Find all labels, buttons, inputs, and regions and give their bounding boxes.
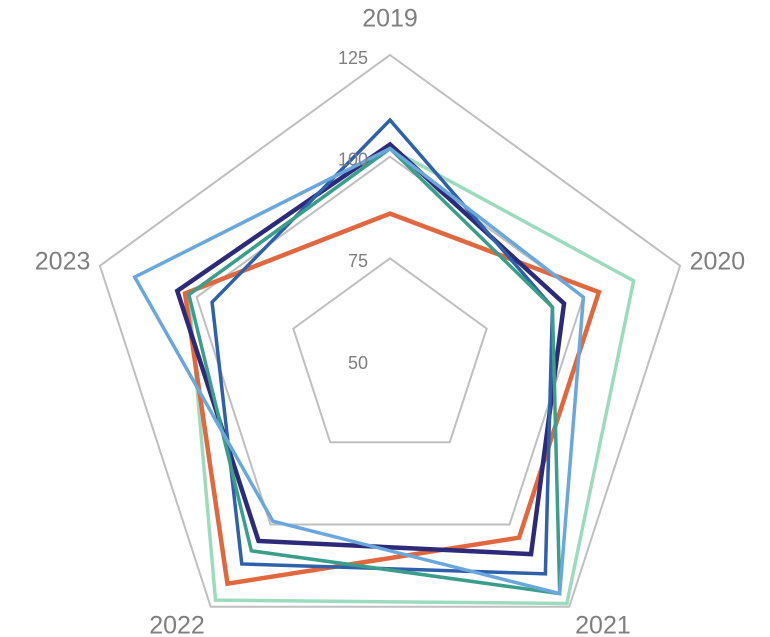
category-label: 2019 xyxy=(362,5,418,33)
grid-ring xyxy=(292,257,488,444)
r-tick-label: 75 xyxy=(348,251,368,271)
grid-ring xyxy=(98,53,682,608)
category-label: 2023 xyxy=(35,247,91,275)
r-tick-label: 100 xyxy=(338,149,368,169)
r-tick-label: 125 xyxy=(338,48,368,68)
category-label: 2021 xyxy=(575,611,631,637)
category-label: 2020 xyxy=(690,247,746,275)
series-line xyxy=(174,141,567,557)
series-line xyxy=(186,146,562,596)
series-line xyxy=(182,211,602,587)
series-line xyxy=(132,146,586,596)
category-label: 2022 xyxy=(149,611,205,637)
r-tick-label: 50 xyxy=(348,353,368,373)
